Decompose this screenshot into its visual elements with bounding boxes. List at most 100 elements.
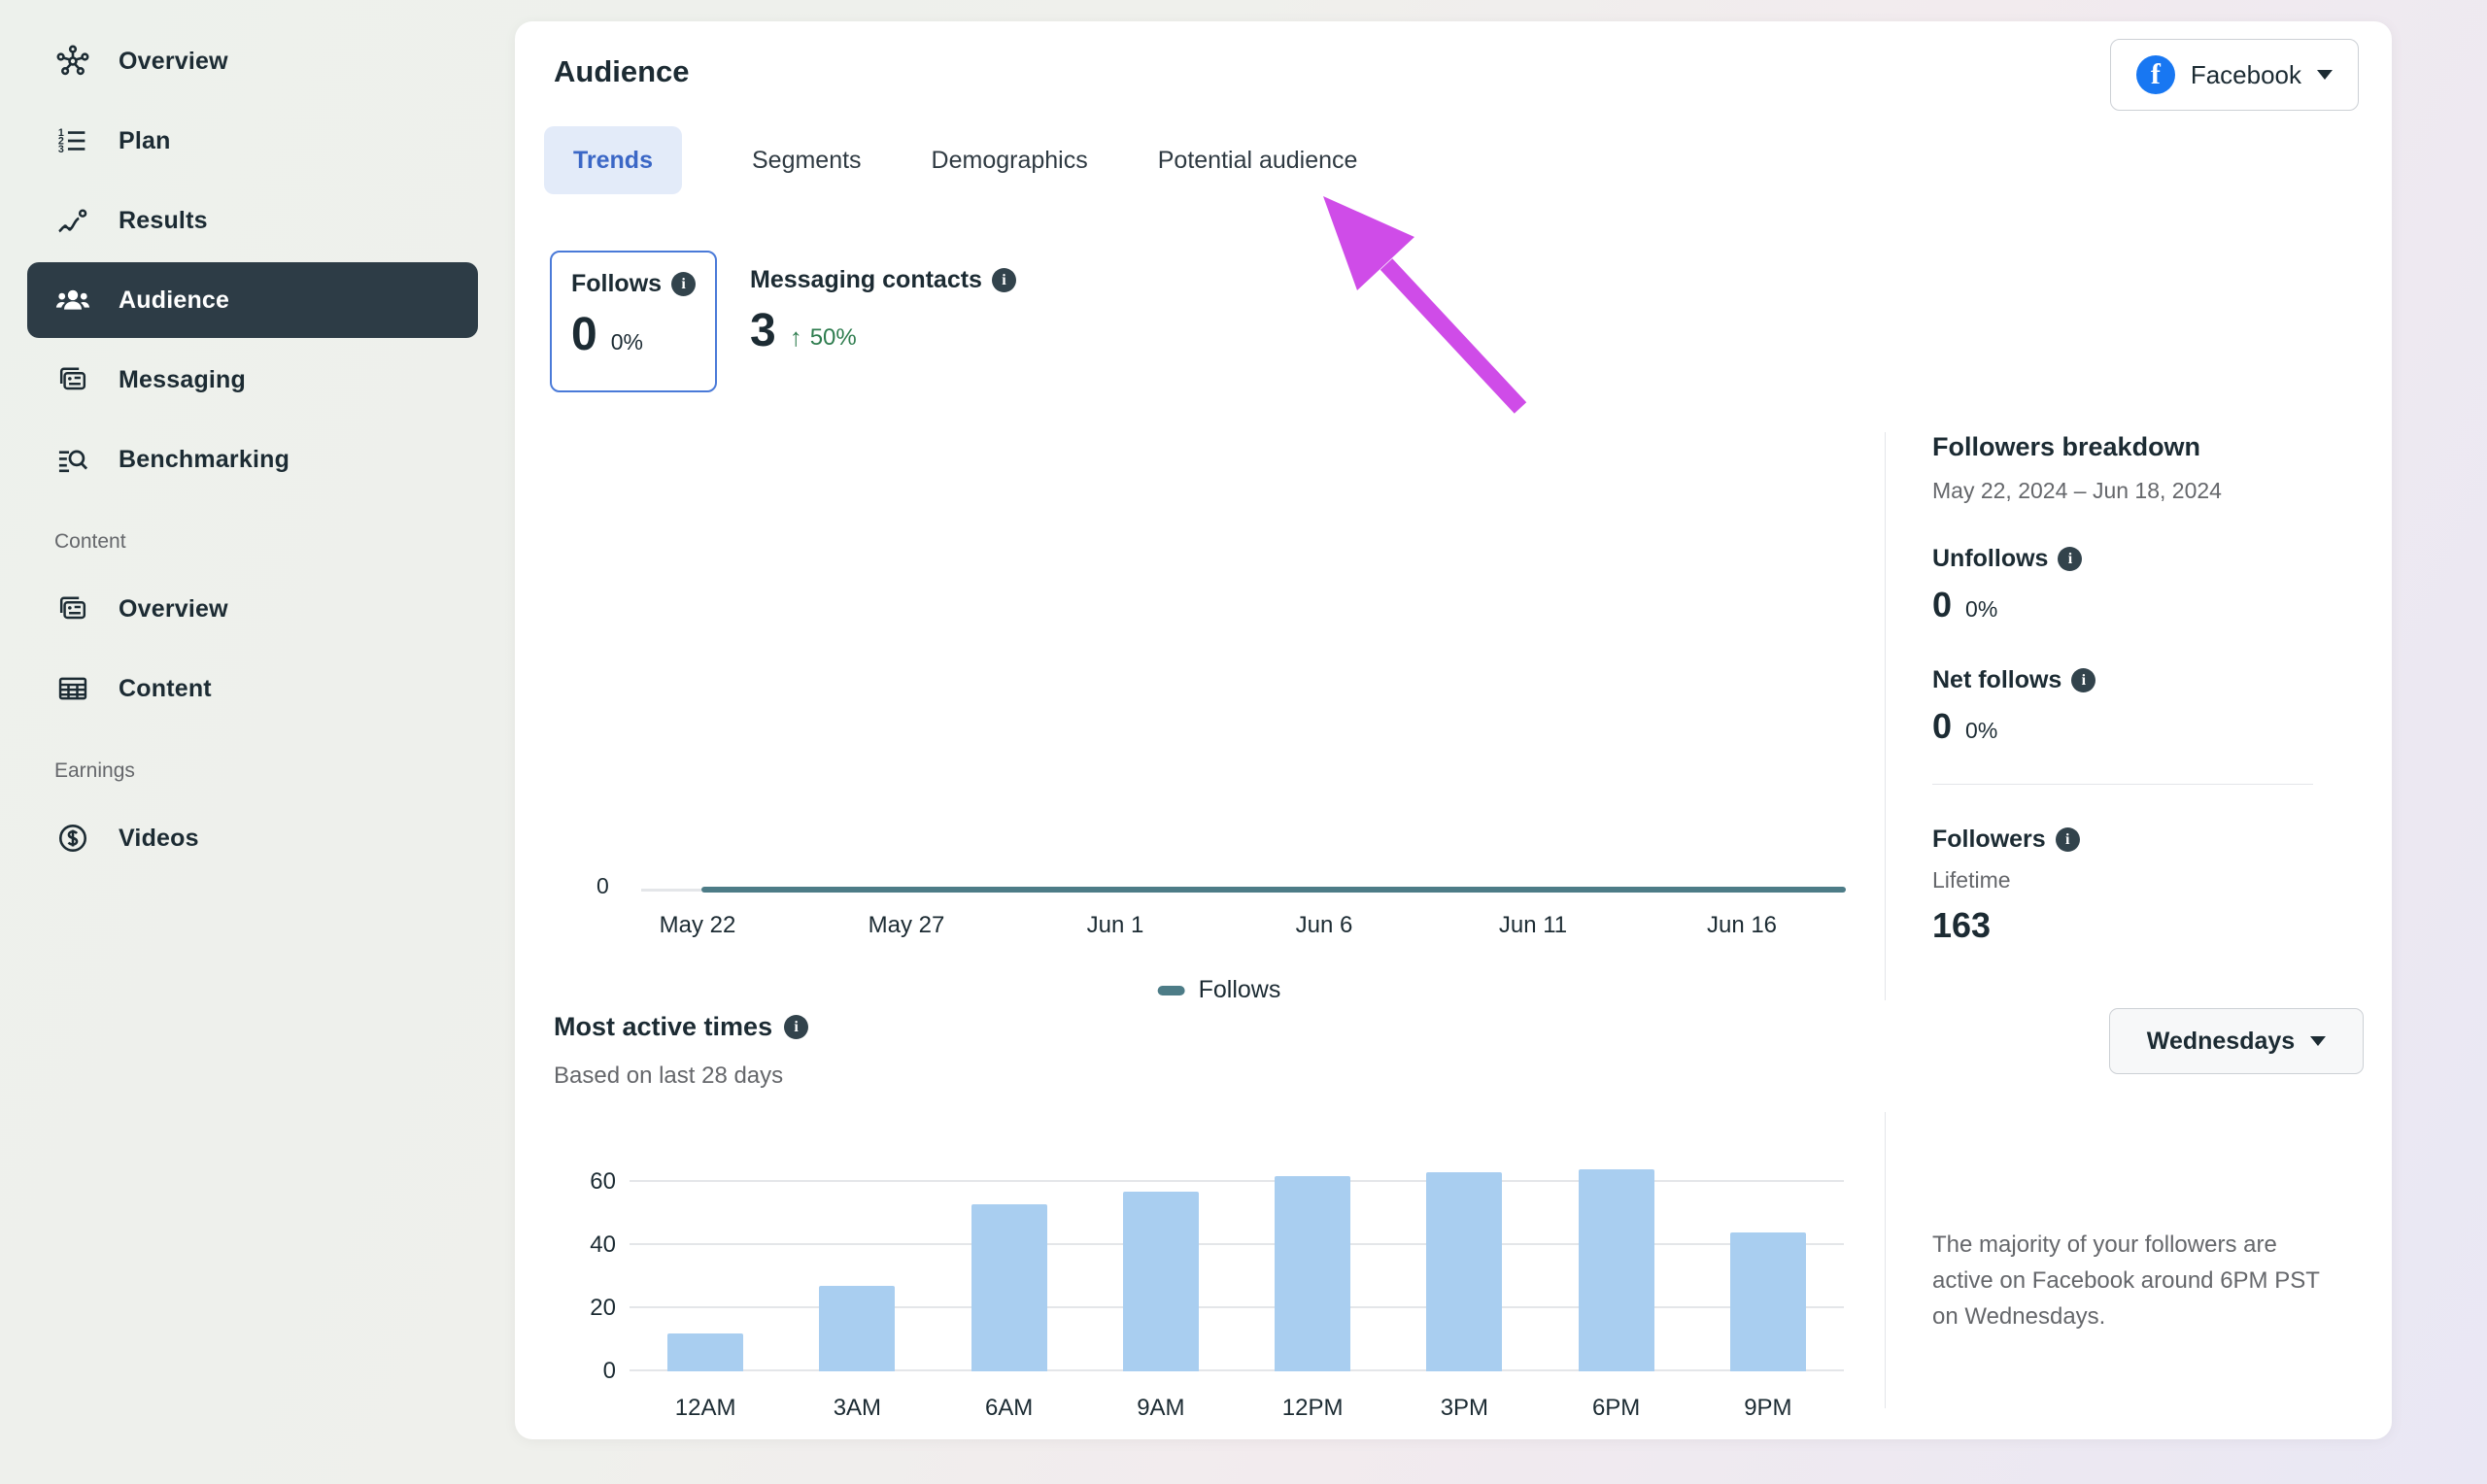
trend-x-tick: Jun 11: [1498, 912, 1568, 938]
sidebar-section-content: Content: [54, 530, 126, 553]
numbered-list-icon: 1 2 3: [54, 122, 91, 159]
bar-x-tick: 9AM: [1137, 1395, 1185, 1421]
dollar-circle-icon: [54, 820, 91, 857]
account-name: Facebook: [2190, 59, 2301, 89]
bar-x-tick: 12AM: [674, 1395, 736, 1421]
followers-value-row: 163: [1932, 905, 2370, 946]
unfollows-label-row: Unfollows i: [1932, 545, 2370, 573]
sidebar-item-label: Overview: [119, 594, 228, 623]
follows-trend-chart: 0 May 22 May 27 Jun 1 Jun 6 Jun 11 Jun 16 Fol…: [583, 434, 1856, 1003]
follows-metric-value: 0: [571, 309, 597, 360]
message-cards-icon: [54, 361, 91, 398]
trend-x-tick: May 22: [659, 912, 736, 938]
net-follows-value: 0: [1932, 706, 1953, 746]
most-active-times-title: Most active times: [554, 1012, 773, 1041]
unfollows-value: 0: [1932, 585, 1953, 624]
trend-x-tick: Jun 6: [1295, 912, 1353, 938]
svg-text:2: 2: [58, 135, 64, 147]
trend-legend: Follows: [1157, 976, 1281, 1004]
bar-x-tick: 6PM: [1591, 1395, 1641, 1421]
day-filter-dropdown[interactable]: Wednesdays: [2109, 1008, 2364, 1074]
sidebar-section-earnings: Earnings: [54, 759, 135, 782]
chevron-down-icon: [2317, 70, 2333, 80]
sidebar-item-results[interactable]: Results: [27, 183, 478, 258]
bar-3am[interactable]: [819, 1286, 896, 1371]
bar-y-tick: 60: [590, 1168, 616, 1195]
sidebar-item-benchmarking[interactable]: Benchmarking: [27, 422, 478, 497]
bar-3pm[interactable]: [1426, 1172, 1503, 1371]
sidebar-item-label: Content: [119, 674, 212, 702]
sidebar-item-audience[interactable]: Audience: [27, 262, 478, 338]
sidebar-item-overview[interactable]: Overview: [27, 23, 478, 99]
info-icon[interactable]: i: [991, 268, 1016, 292]
sidebar-item-messaging[interactable]: Messaging: [27, 342, 478, 418]
annotation-arrow: [1323, 196, 1527, 414]
sidebar-item-content-overview[interactable]: Overview: [27, 571, 478, 647]
bar-column: 6AM: [934, 1167, 1085, 1421]
line-chart-icon: [54, 202, 91, 239]
tab-demographics[interactable]: Demographics: [931, 146, 1088, 174]
gridline: [630, 1369, 1844, 1371]
bar-column: 3PM: [1388, 1167, 1540, 1421]
most-active-times-subtitle: Based on last 28 days: [554, 1062, 784, 1089]
bar-column: 12PM: [1237, 1167, 1388, 1421]
sidebar: Overview 1 2 3 Plan Results: [0, 0, 515, 1484]
bar-6pm[interactable]: [1578, 1169, 1654, 1371]
followers-label: Followers: [1932, 826, 2046, 853]
messaging-contacts-metric-card[interactable]: Messaging contacts i 3 ↑ 50%: [750, 266, 1016, 357]
bar-column: 12AM: [630, 1167, 781, 1421]
unfollows-value-row: 0 0%: [1932, 585, 2370, 625]
overview-hub-icon: [54, 43, 91, 80]
tab-segments[interactable]: Segments: [751, 146, 862, 174]
trend-axis: [641, 887, 1846, 893]
bar-x-tick: 9PM: [1744, 1395, 1792, 1421]
info-icon[interactable]: i: [2071, 668, 2096, 692]
followers-insight-text: The majority of your followers are activ…: [1932, 1231, 2320, 1330]
sidebar-item-plan[interactable]: 1 2 3 Plan: [27, 103, 478, 179]
page-title: Audience: [554, 54, 690, 88]
table-grid-icon: [54, 670, 91, 707]
svg-text:1: 1: [58, 127, 64, 139]
followers-lifetime-value: 163: [1932, 905, 1992, 945]
followers-label-row: Followers i: [1932, 826, 2370, 854]
follows-legend-swatch-icon: [1157, 985, 1185, 995]
bar-series: 12AM 3AM 6AM 9AM 12PM 3PM 6PM 9PM: [630, 1167, 1844, 1421]
bar-column: 9PM: [1692, 1167, 1844, 1421]
sidebar-item-label: Messaging: [119, 365, 246, 393]
info-icon[interactable]: i: [784, 1015, 809, 1039]
audience-panel: Audience f Facebook Trends Segments Demo…: [515, 21, 2392, 1439]
sidebar-item-content[interactable]: Content: [27, 651, 478, 726]
bar-column: 3AM: [781, 1167, 933, 1421]
facebook-logo-icon: f: [2135, 55, 2175, 94]
sidebar-item-videos[interactable]: Videos: [27, 800, 478, 876]
tab-potential-audience[interactable]: Potential audience: [1157, 146, 1358, 174]
messaging-contacts-label: Messaging contacts: [750, 266, 982, 293]
net-follows-pct: 0%: [1965, 718, 1998, 743]
gridline: [630, 1180, 1844, 1182]
divider: [1932, 784, 2313, 785]
unfollows-pct: 0%: [1965, 596, 1998, 622]
info-icon[interactable]: i: [671, 272, 697, 296]
bar-12pm[interactable]: [1275, 1175, 1351, 1371]
legend-label: Follows: [1198, 976, 1281, 1003]
bar-y-tick: 0: [602, 1358, 616, 1384]
info-icon[interactable]: i: [2055, 827, 2080, 852]
sidebar-item-label: Audience: [119, 286, 230, 314]
sidebar-item-label: Overview: [119, 47, 228, 75]
messaging-contacts-value: 3: [750, 305, 776, 356]
bar-x-tick: 6AM: [984, 1395, 1034, 1421]
followers-breakdown-date-range: May 22, 2024 – Jun 18, 2024: [1932, 478, 2222, 503]
bar-9am[interactable]: [1122, 1191, 1199, 1371]
people-icon: [54, 282, 91, 319]
info-icon[interactable]: i: [2058, 547, 2083, 571]
follows-metric-card[interactable]: Follows i 0 0%: [550, 251, 717, 392]
audience-tabs: Trends Segments Demographics Potential a…: [544, 126, 1357, 194]
account-switcher-button[interactable]: f Facebook: [2109, 39, 2359, 111]
bar-9pm[interactable]: [1729, 1232, 1806, 1371]
trend-y-tick: 0: [596, 873, 609, 898]
tab-trends[interactable]: Trends: [544, 126, 682, 194]
bar-6am[interactable]: [971, 1203, 1047, 1371]
follows-line-series: [701, 887, 1846, 893]
bar-x-tick: 12PM: [1281, 1395, 1344, 1421]
bar-12am[interactable]: [667, 1333, 744, 1371]
